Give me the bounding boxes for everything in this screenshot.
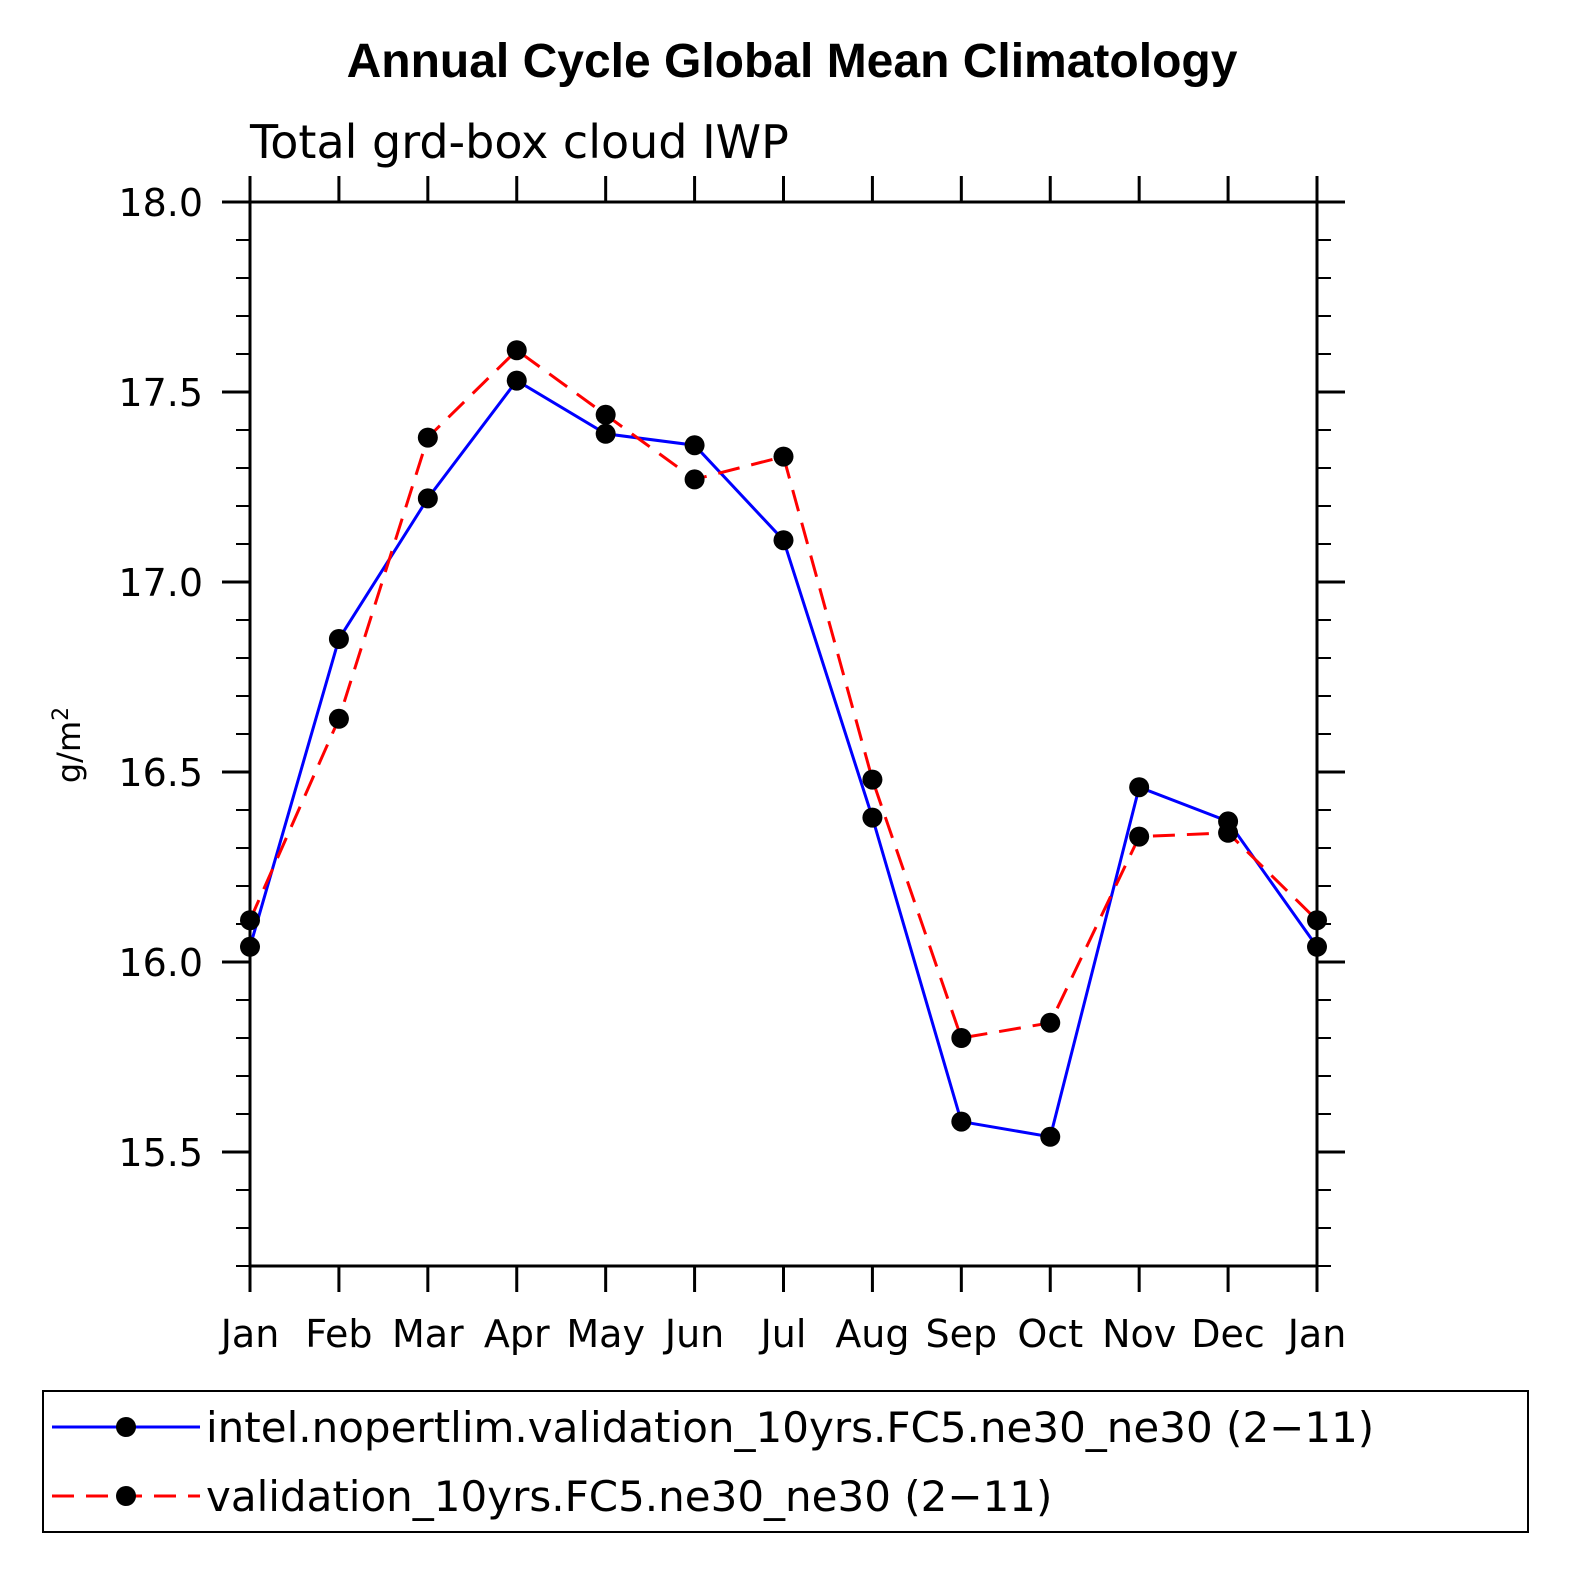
- data-point: [240, 910, 260, 931]
- data-point: [951, 1028, 972, 1048]
- data-point: [417, 488, 438, 509]
- data-point: [595, 404, 616, 425]
- y-axis-label-exponent: 2: [49, 707, 74, 721]
- data-point: [862, 769, 883, 790]
- legend-label-1: intel.nopertlim.validation_10yrs.FC5.ne3…: [206, 1403, 1374, 1452]
- legend: intel.nopertlim.validation_10yrs.FC5.ne3…: [42, 1390, 1529, 1533]
- legend-label-2: validation_10yrs.FC5.ne30_ne30 (2−11): [206, 1472, 1052, 1521]
- data-point: [506, 370, 527, 391]
- x-tick-label: Jan: [219, 1312, 280, 1356]
- y-tick-label: 18.0: [118, 181, 203, 225]
- data-point: [328, 629, 349, 649]
- data-point: [862, 807, 883, 828]
- x-tick-label: Aug: [835, 1312, 909, 1356]
- data-point: [417, 427, 438, 448]
- x-tick-label: Jul: [759, 1312, 807, 1356]
- x-tick-label: Sep: [926, 1312, 998, 1356]
- data-point: [1307, 910, 1327, 931]
- y-tick-label: 17.0: [118, 561, 203, 605]
- x-tick-label: Jan: [1286, 1312, 1347, 1356]
- x-tick-label: Feb: [305, 1312, 372, 1356]
- data-point: [328, 708, 349, 729]
- data-point: [1129, 777, 1150, 798]
- x-tick-label: Oct: [1017, 1312, 1083, 1356]
- x-tick-label: May: [566, 1312, 645, 1356]
- y-tick-label: 16.0: [118, 941, 203, 985]
- plot-frame: [248, 200, 1319, 1268]
- y-axis-label-unit: g/m: [50, 721, 88, 783]
- data-point: [240, 936, 260, 957]
- data-point: [773, 446, 794, 467]
- chart-title: Annual Cycle Global Mean Climatology: [347, 35, 1238, 88]
- legend-marker-2: [116, 1486, 136, 1506]
- data-point: [773, 530, 794, 551]
- data-point: [1040, 1012, 1061, 1033]
- data-point: [1307, 936, 1327, 957]
- legend-marker-1: [116, 1417, 136, 1437]
- data-point: [1218, 822, 1239, 843]
- data-point: [1129, 826, 1150, 847]
- chart-subtitle: Total grd-box cloud IWP: [249, 115, 789, 169]
- data-point: [595, 423, 616, 444]
- x-tick-label: Jun: [663, 1312, 724, 1356]
- data-point: [506, 340, 527, 361]
- data-point: [951, 1111, 972, 1132]
- series-layer: [240, 340, 1327, 1147]
- legend-box: [42, 1390, 1529, 1533]
- y-tick-label: 17.5: [118, 371, 203, 415]
- y-tick-label: 15.5: [118, 1131, 203, 1175]
- x-tick-label: Apr: [484, 1312, 550, 1356]
- x-tick-label: Dec: [1191, 1312, 1265, 1356]
- data-point: [1040, 1126, 1061, 1147]
- y-axis-label: g/m2: [49, 707, 88, 783]
- axes: Jan Feb Mar Apr May Jun Jul Aug Sep Oct Nov Dec Jan 1…: [118, 176, 1346, 1356]
- x-tick-label: Nov: [1102, 1312, 1176, 1356]
- x-tick-label: Mar: [392, 1312, 464, 1356]
- data-point: [684, 469, 705, 490]
- y-tick-label: 16.5: [118, 751, 203, 795]
- data-point: [684, 435, 705, 456]
